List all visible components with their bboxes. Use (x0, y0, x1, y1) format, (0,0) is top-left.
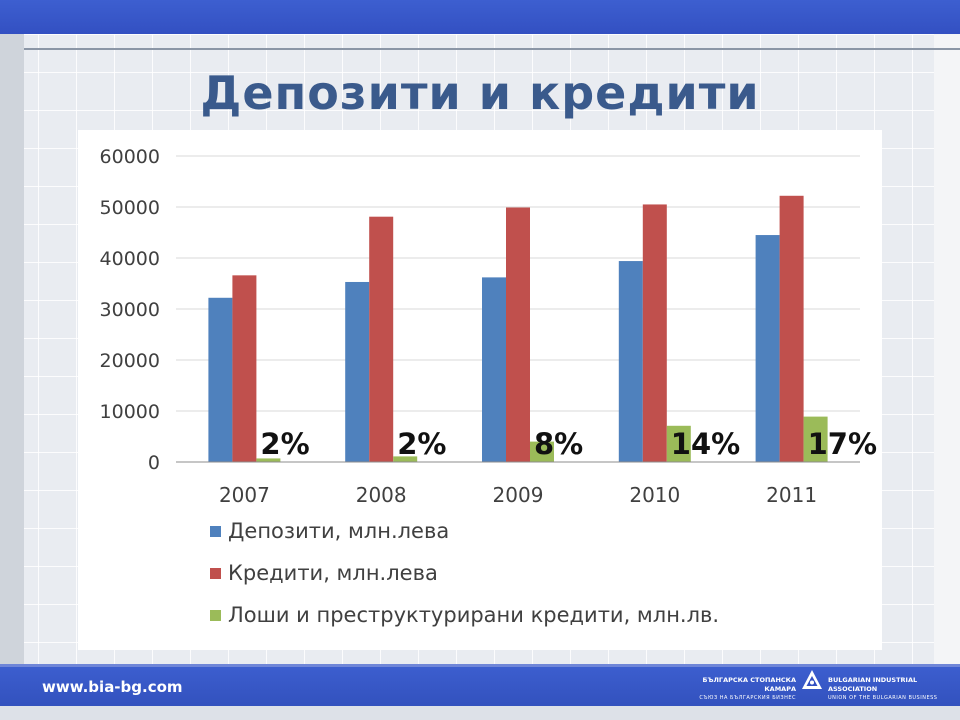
y-tick-label-0: 0 (148, 452, 160, 474)
legend-item-deposits: Депозити, млн.лева (210, 516, 810, 558)
legend-item-bad-loans: Лоши и преструктурирани кредити, млн.лв. (210, 600, 810, 642)
bar-chart: 0 10000 20000 30000 40000 50000 60000 2007 2% 200… (100, 146, 877, 507)
x-tick-label-2010: 2010 (629, 483, 680, 507)
bar-2008-series-1 (369, 216, 394, 462)
bar-2011-series-1 (779, 195, 804, 462)
y-tick-label-30000: 30000 (100, 299, 160, 321)
org-name-en: BULGARIAN INDUSTRIAL ASSOCIATION UNION O… (828, 676, 956, 703)
y-tick-label-10000: 10000 (100, 401, 160, 423)
bar-2008-series-2 (393, 456, 418, 462)
org-name-bg-sub: СЪЮЗ НА БЪЛГАРСКИЯ БИЗНЕС (699, 695, 796, 701)
bottom-strip (0, 706, 960, 720)
bar-2009-series-0 (482, 277, 506, 462)
bar-2007-series-0 (208, 297, 233, 462)
bar-2009-series-1 (506, 207, 530, 462)
legend-swatch-bad-loans (210, 610, 221, 621)
org-name-en-title: BULGARIAN INDUSTRIAL ASSOCIATION (828, 676, 918, 693)
bar-2007-series-2 (256, 458, 281, 462)
annotation-2009: 8% (534, 427, 583, 461)
x-tick-label-2008: 2008 (356, 483, 407, 507)
footer-website-link[interactable]: www.bia-bg.com (42, 678, 183, 696)
bar-2011-series-0 (755, 235, 780, 462)
slide-title: Депозити и кредити (200, 66, 760, 120)
top-band (0, 0, 960, 34)
legend-label-bad-loans: Лоши и преструктурирани кредити, млн.лв. (228, 603, 720, 627)
x-tick-label-2007: 2007 (219, 483, 270, 507)
legend-swatch-credits (210, 568, 221, 579)
legend-label-deposits: Депозити, млн.лева (228, 519, 450, 543)
left-stripe (0, 34, 24, 664)
legend-label-credits: Кредити, млн.лева (228, 561, 438, 585)
top-rule (24, 48, 960, 50)
x-tick-label-2009: 2009 (493, 483, 544, 507)
chart-legend: Депозити, млн.лева Кредити, млн.лева Лош… (210, 516, 810, 642)
bar-2010-series-1 (642, 204, 667, 462)
y-tick-label-20000: 20000 (100, 350, 160, 372)
bar-2007-series-1 (232, 275, 257, 462)
bar-2010-series-2 (666, 425, 691, 462)
chart-panel: 0 10000 20000 30000 40000 50000 60000 2007 2% 200… (78, 130, 882, 650)
y-tick-label-50000: 50000 (100, 197, 160, 219)
legend-swatch-deposits (210, 526, 221, 537)
annotation-2008: 2% (397, 427, 446, 461)
legend-item-credits: Кредити, млн.лева (210, 558, 810, 600)
bar-2010-series-0 (618, 261, 643, 462)
bar-2011-series-2 (803, 416, 828, 462)
y-tick-label-40000: 40000 (100, 248, 160, 270)
right-edge (934, 34, 960, 664)
x-tick-label-2011: 2011 (766, 483, 817, 507)
bar-2009-series-2 (530, 441, 554, 462)
annotation-2010: 14% (671, 427, 740, 461)
footer-line (0, 664, 960, 667)
bia-triangle-logo-icon (802, 670, 822, 689)
annotation-2007: 2% (260, 427, 309, 461)
bar-2008-series-0 (345, 281, 370, 462)
org-name-bg: БЪЛГАРСКА СТОПАНСКА КАМАРА СЪЮЗ НА БЪЛГА… (676, 676, 796, 703)
org-name-en-sub: UNION OF THE BULGARIAN BUSINESS (828, 695, 938, 701)
y-tick-label-60000: 60000 (100, 146, 160, 168)
org-name-bg-title: БЪЛГАРСКА СТОПАНСКА КАМАРА (702, 676, 796, 693)
annotation-2011: 17% (808, 427, 877, 461)
